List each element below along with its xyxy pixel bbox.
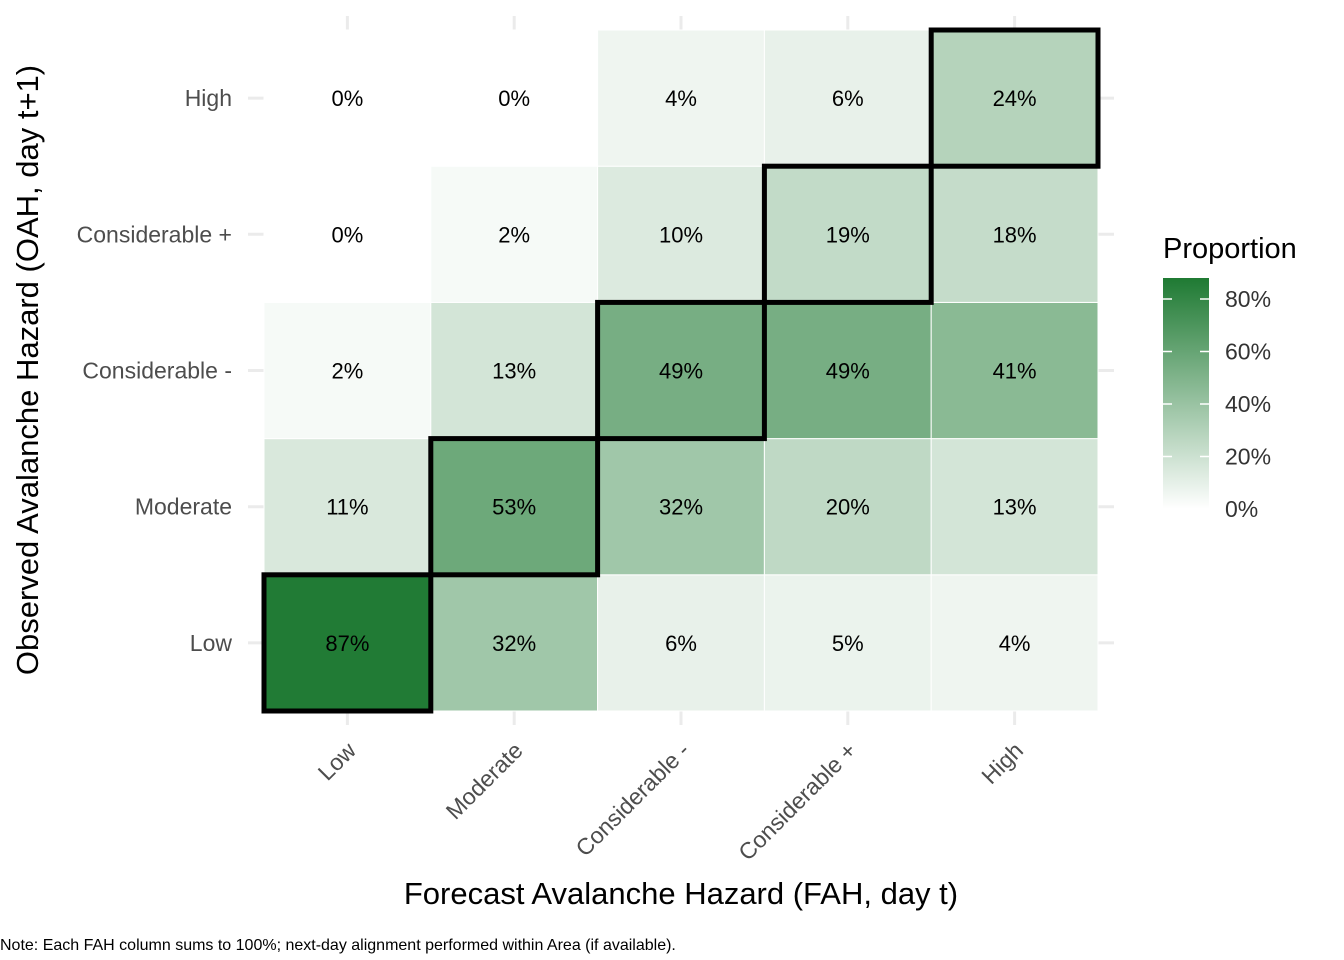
heatmap-cell-low-considerable-minus bbox=[597, 574, 765, 712]
cell-value-label: 10% bbox=[659, 222, 703, 247]
cell-value-label: 32% bbox=[492, 631, 536, 656]
cell-value-label: 2% bbox=[332, 359, 364, 384]
diagonal-highlight-border bbox=[595, 299, 767, 442]
cell-value-label: 18% bbox=[993, 222, 1037, 247]
legend-title: Proportion bbox=[1163, 233, 1297, 265]
heatmap-cell-considerable-plus-considerable-minus bbox=[597, 165, 765, 303]
cell-value-label: 0% bbox=[332, 86, 364, 111]
cell-value-label: 6% bbox=[665, 631, 697, 656]
x-tick-label: High bbox=[976, 737, 1028, 789]
cell-value-label: 6% bbox=[832, 86, 864, 111]
cell-value-label: 20% bbox=[826, 495, 870, 520]
heatmap-cell-high-moderate bbox=[430, 29, 599, 167]
cell-value-label: 49% bbox=[826, 359, 870, 384]
heatmap-cell-moderate-high bbox=[930, 438, 1099, 576]
y-tick-label: High bbox=[185, 85, 232, 111]
x-tick-label: Low bbox=[313, 737, 361, 785]
y-tick-label: Considerable + bbox=[77, 221, 232, 247]
cell-value-labels: 87% 32% 6% 5% 4% 11% 53% 32% 20% 13% 2% 13% 49% 49% 41… bbox=[325, 86, 1036, 656]
legend-colorbar bbox=[1163, 278, 1209, 509]
footnote: Note: Each FAH column sums to 100%; next… bbox=[0, 937, 676, 954]
cell-value-label: 13% bbox=[993, 495, 1037, 520]
diagonal-highlight-border bbox=[761, 163, 934, 305]
heatmap-cell-considerable-plus-low bbox=[263, 165, 432, 303]
legend: Proportion 0% 20% 40% 60% 80% bbox=[1163, 233, 1297, 522]
cell-value-label: 5% bbox=[832, 631, 864, 656]
cell-value-label: 4% bbox=[665, 86, 697, 111]
legend-tick-label: 60% bbox=[1225, 339, 1271, 365]
cell-value-label: 49% bbox=[659, 359, 703, 384]
x-tick-label: Considerable + bbox=[733, 737, 861, 865]
cell-value-label: 87% bbox=[325, 631, 369, 656]
cell-value-label: 19% bbox=[826, 222, 870, 247]
heatmap-cell-low-high bbox=[930, 574, 1099, 712]
y-tick-label: Moderate bbox=[135, 494, 232, 520]
cell-value-label: 0% bbox=[498, 86, 530, 111]
heatmap-cell-considerable-plus-high bbox=[930, 165, 1099, 303]
legend-tick-label: 0% bbox=[1225, 496, 1258, 522]
cell-value-label: 41% bbox=[993, 359, 1037, 384]
cell-value-label: 4% bbox=[999, 631, 1031, 656]
heatmap-cell-considerable-minus-considerable-minus bbox=[597, 301, 765, 440]
x-tick-label: Moderate bbox=[441, 737, 528, 824]
diagonal-highlight-border bbox=[261, 572, 434, 714]
heatmap-cell-high-low bbox=[263, 29, 432, 167]
diagonal-highlight-borders bbox=[261, 27, 1101, 714]
heatmap-cell-low-considerable-plus bbox=[763, 574, 932, 712]
heatmap-cell-moderate-moderate bbox=[430, 438, 599, 576]
cell-value-label: 13% bbox=[492, 359, 536, 384]
x-axis-tick-labels: Low Moderate Considerable - Considerable + H… bbox=[313, 737, 1028, 866]
heatmap-cell-high-high bbox=[930, 29, 1099, 167]
x-axis-title: Forecast Avalanche Hazard (FAH, day t) bbox=[404, 876, 958, 911]
heatmap-cell-considerable-minus-low bbox=[263, 301, 432, 440]
legend-tick-label: 80% bbox=[1225, 286, 1271, 312]
legend-tick-label: 20% bbox=[1225, 444, 1271, 470]
legend-ticks: 0% 20% 40% 60% 80% bbox=[1163, 286, 1271, 522]
x-tick-label: Considerable - bbox=[570, 737, 694, 861]
cell-value-label: 11% bbox=[326, 495, 368, 520]
heatmap-cells bbox=[263, 29, 1099, 712]
y-tick-label: Low bbox=[190, 630, 233, 656]
heatmap-cell-considerable-plus-moderate bbox=[430, 165, 599, 303]
cell-value-label: 24% bbox=[993, 86, 1037, 111]
diagonal-highlight-border bbox=[428, 436, 601, 578]
cell-value-label: 32% bbox=[659, 495, 703, 520]
heatmap-cell-considerable-plus-considerable-plus bbox=[763, 165, 932, 303]
heatmap-cell-high-considerable-minus bbox=[597, 29, 765, 167]
diagonal-highlight-border bbox=[928, 27, 1101, 169]
heatmap-cell-moderate-considerable-minus bbox=[597, 438, 765, 576]
y-axis-title: Observed Avalanche Hazard (OAH, day t+1) bbox=[10, 65, 45, 675]
cell-value-label: 53% bbox=[492, 495, 536, 520]
cell-value-label: 0% bbox=[332, 222, 364, 247]
legend-tick-label: 40% bbox=[1225, 391, 1271, 417]
heatmap-cell-moderate-low bbox=[263, 438, 432, 576]
y-tick-label: Considerable - bbox=[82, 358, 232, 384]
heatmap-cell-considerable-minus-moderate bbox=[430, 301, 599, 440]
heatmap-cell-high-considerable-plus bbox=[763, 29, 932, 167]
y-axis-tick-labels: Low Moderate Considerable - Considerable + H… bbox=[77, 85, 233, 656]
cell-value-label: 2% bbox=[498, 222, 530, 247]
heatmap-cell-moderate-considerable-plus bbox=[763, 438, 932, 576]
